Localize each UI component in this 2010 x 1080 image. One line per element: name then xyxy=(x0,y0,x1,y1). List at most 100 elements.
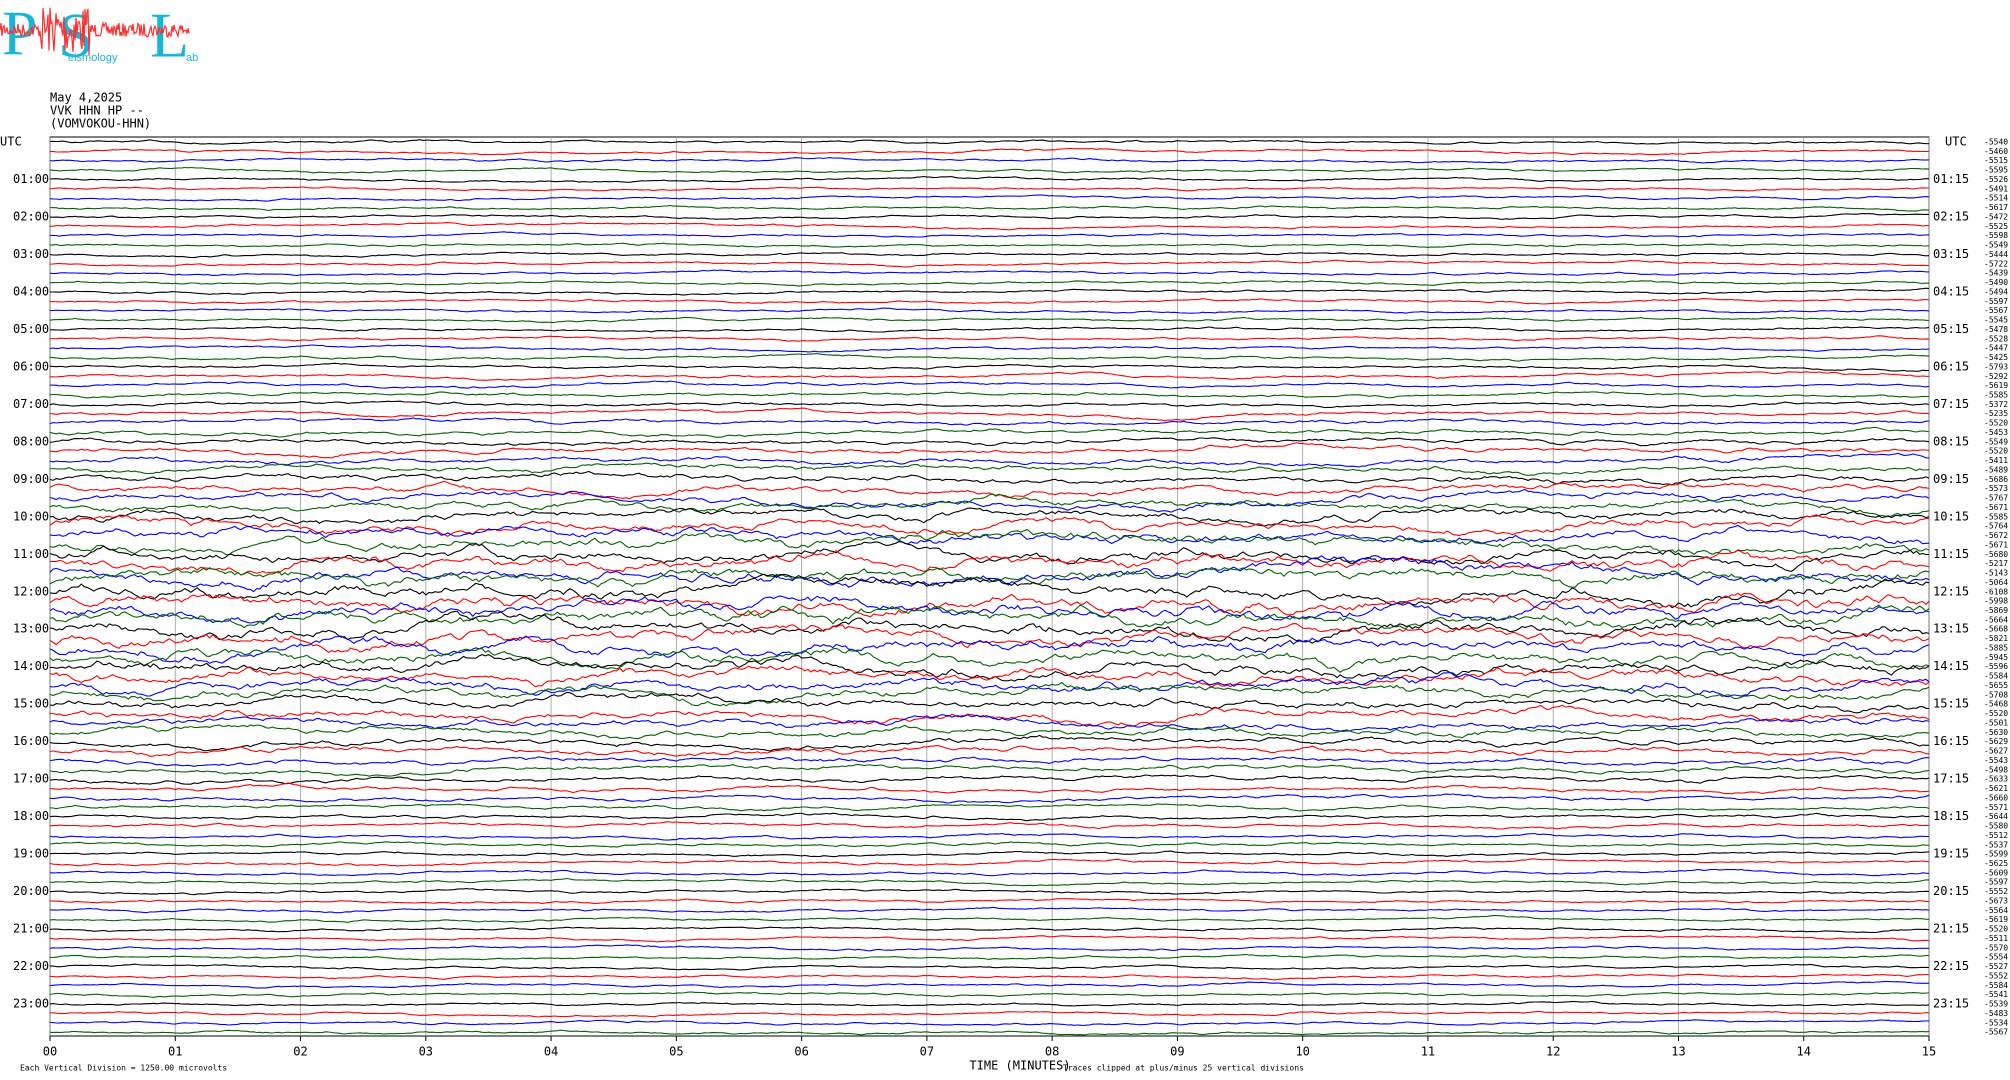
trace xyxy=(49,175,1930,183)
trace xyxy=(49,462,1930,477)
trace xyxy=(49,868,1930,877)
left-hour-label: 03:00 xyxy=(13,247,49,261)
left-hour-label: 08:00 xyxy=(13,434,49,448)
trace xyxy=(49,242,1930,248)
trace-mean-label: -5671 xyxy=(1984,503,2008,512)
right-hour-label: 20:15 xyxy=(1933,884,1969,898)
trace-mean-label: -5541 xyxy=(1984,990,2008,999)
left-hour-label: 23:00 xyxy=(13,997,49,1011)
trace-mean-label: -5528 xyxy=(1984,334,2008,343)
trace xyxy=(49,442,1930,459)
trace xyxy=(49,832,1930,841)
trace xyxy=(49,524,1929,545)
right-hour-label: 10:15 xyxy=(1933,509,1969,523)
trace xyxy=(49,888,1930,896)
left-hour-label: 14:00 xyxy=(13,659,49,673)
trace-mean-label: -5660 xyxy=(1984,793,2008,802)
trace-mean-label: -5472 xyxy=(1984,212,2008,221)
trace xyxy=(49,407,1930,422)
trace-mean-label: -5447 xyxy=(1984,344,2008,353)
trace-mean-label: -5217 xyxy=(1984,559,2008,568)
trace xyxy=(49,280,1930,287)
trace-mean-label: -5764 xyxy=(1984,522,2008,531)
trace xyxy=(49,653,1930,682)
right-hour-label: 05:15 xyxy=(1933,322,1969,336)
left-hour-label: 12:00 xyxy=(13,584,49,598)
right-hour-label: 18:15 xyxy=(1933,809,1969,823)
x-tick-label: 13 xyxy=(1671,1045,1685,1059)
trace-mean-label: -5570 xyxy=(1984,943,2008,952)
left-hour-label: 22:00 xyxy=(13,959,49,973)
trace-mean-label: -5673 xyxy=(1984,896,2008,905)
trace xyxy=(49,400,1930,409)
trace xyxy=(49,877,1929,887)
trace xyxy=(49,307,1930,314)
trace-mean-label: -5567 xyxy=(1984,1028,2008,1037)
trace-mean-label: -5597 xyxy=(1984,297,2008,306)
trace xyxy=(49,1000,1930,1007)
trace-mean-label: -5453 xyxy=(1984,428,2008,437)
trace-mean-label: -5554 xyxy=(1984,953,2008,962)
logo: P S L eismology ab xyxy=(0,0,198,71)
trace xyxy=(49,204,1930,212)
trace-mean-label: -5064 xyxy=(1984,578,2008,587)
trace xyxy=(49,850,1930,858)
trace-mean-label: -5520 xyxy=(1984,419,2008,428)
trace xyxy=(49,541,1929,572)
trace-mean-label: -5580 xyxy=(1984,822,2008,831)
left-hour-label: 09:00 xyxy=(13,472,49,486)
right-hour-label: 17:15 xyxy=(1933,772,1969,786)
trace-mean-label: -5539 xyxy=(1984,1000,2008,1009)
trace xyxy=(49,222,1929,231)
trace xyxy=(49,623,1930,653)
trace-mean-label: -5543 xyxy=(1984,756,2008,765)
left-hour-label: 04:00 xyxy=(13,284,49,298)
left-hour-label: 21:00 xyxy=(13,922,49,936)
trace-mean-label: -5722 xyxy=(1984,259,2008,268)
x-tick-label: 11 xyxy=(1421,1045,1435,1059)
trace xyxy=(49,926,1930,934)
right-hour-label: 09:15 xyxy=(1933,472,1969,486)
right-hour-label: 12:15 xyxy=(1933,584,1969,598)
trace-mean-label: -5571 xyxy=(1984,803,2008,812)
trace-mean-label: -5439 xyxy=(1984,269,2008,278)
left-hour-label: 01:00 xyxy=(13,172,49,186)
x-tick-label: 00 xyxy=(43,1045,57,1059)
trace xyxy=(49,316,1930,324)
footer-left: Each Vertical Division = 1250.00 microvo… xyxy=(20,1064,227,1073)
right-hour-label: 22:15 xyxy=(1933,959,1969,973)
trace-mean-label: -5520 xyxy=(1984,447,2008,456)
right-hour-label: 08:15 xyxy=(1933,434,1969,448)
trace xyxy=(49,953,1930,961)
x-tick-label: 04 xyxy=(544,1045,558,1059)
trace xyxy=(49,691,1930,714)
trace-mean-label: -5629 xyxy=(1984,737,2008,746)
trace-mean-label: -5490 xyxy=(1984,278,2008,287)
footer-right: Traces clipped at plus/minus 25 vertical… xyxy=(1063,1064,1304,1073)
trace xyxy=(49,858,1930,867)
trace-mean-label: -5520 xyxy=(1984,925,2008,934)
right-hour-label: 04:15 xyxy=(1933,284,1969,298)
trace xyxy=(49,391,1929,399)
left-hour-label: 19:00 xyxy=(13,847,49,861)
trace xyxy=(49,604,1930,630)
trace xyxy=(49,681,1930,707)
trace xyxy=(49,362,1930,372)
x-tick-label: 08 xyxy=(1045,1045,1059,1059)
trace xyxy=(49,573,1930,609)
trace-mean-label: -5767 xyxy=(1984,494,2008,503)
trace-mean-label: -5552 xyxy=(1984,887,2008,896)
logo-text: eismology xyxy=(68,52,118,64)
trace-mean-label: -5633 xyxy=(1984,775,2008,784)
trace-mean-label: -5885 xyxy=(1984,643,2008,652)
trace xyxy=(49,745,1930,757)
right-hour-label: 15:15 xyxy=(1933,697,1969,711)
trace-mean-label: -5584 xyxy=(1984,672,2008,681)
trace-mean-label: -5411 xyxy=(1984,456,2008,465)
trace-mean-label: -5564 xyxy=(1984,906,2008,915)
right-hour-label: 07:15 xyxy=(1933,397,1969,411)
trace-mean-label: -5821 xyxy=(1984,634,2008,643)
trace xyxy=(49,610,1930,644)
trace xyxy=(49,592,1930,618)
right-hour-label: 23:15 xyxy=(1933,997,1969,1011)
